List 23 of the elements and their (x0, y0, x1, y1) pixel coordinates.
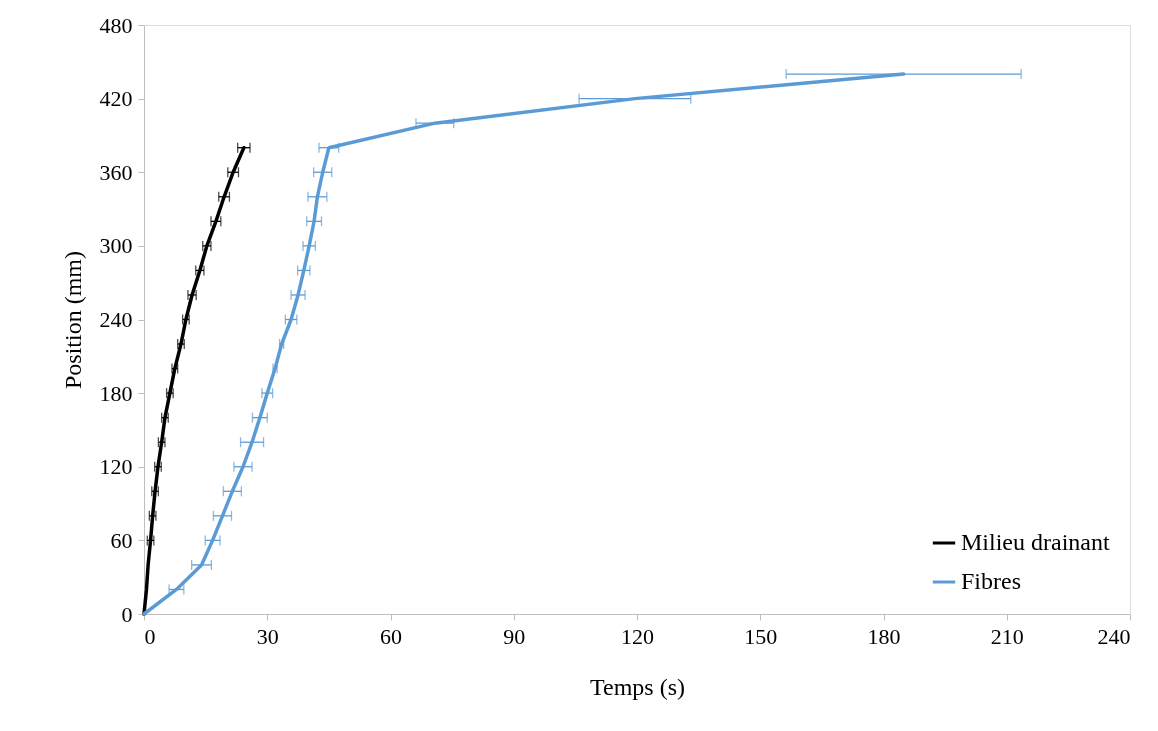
line-series (142, 145, 246, 616)
x-tick-label: 0 (144, 623, 156, 649)
y-tick-label: 300 (99, 233, 133, 259)
x-axis-title: Temps (s) (590, 673, 685, 700)
x-tick-label: 90 (503, 623, 526, 649)
x-tick-label: 180 (867, 623, 901, 649)
y-axis-title: Position (mm) (59, 250, 86, 390)
x-tick-label: 60 (380, 623, 402, 649)
x-tick-label: 30 (256, 623, 279, 649)
x-tick-label: 150 (744, 623, 778, 649)
legend-label: Fibres (961, 568, 1021, 594)
y-tick-label: 480 (99, 12, 133, 38)
x-tick-label: 240 (1097, 623, 1131, 649)
legend-label: Milieu drainant (961, 529, 1110, 555)
x-tick-label: 210 (990, 623, 1024, 649)
y-tick-label: 60 (110, 527, 133, 553)
x-tick-label: 120 (621, 623, 654, 649)
y-tick-label: 180 (99, 380, 133, 406)
y-tick-label: 240 (99, 307, 133, 332)
y-tick-label: 120 (99, 454, 133, 480)
y-tick-label: 0 (121, 601, 133, 627)
y-tick-label: 420 (99, 86, 133, 112)
y-tick-label: 360 (99, 159, 133, 185)
